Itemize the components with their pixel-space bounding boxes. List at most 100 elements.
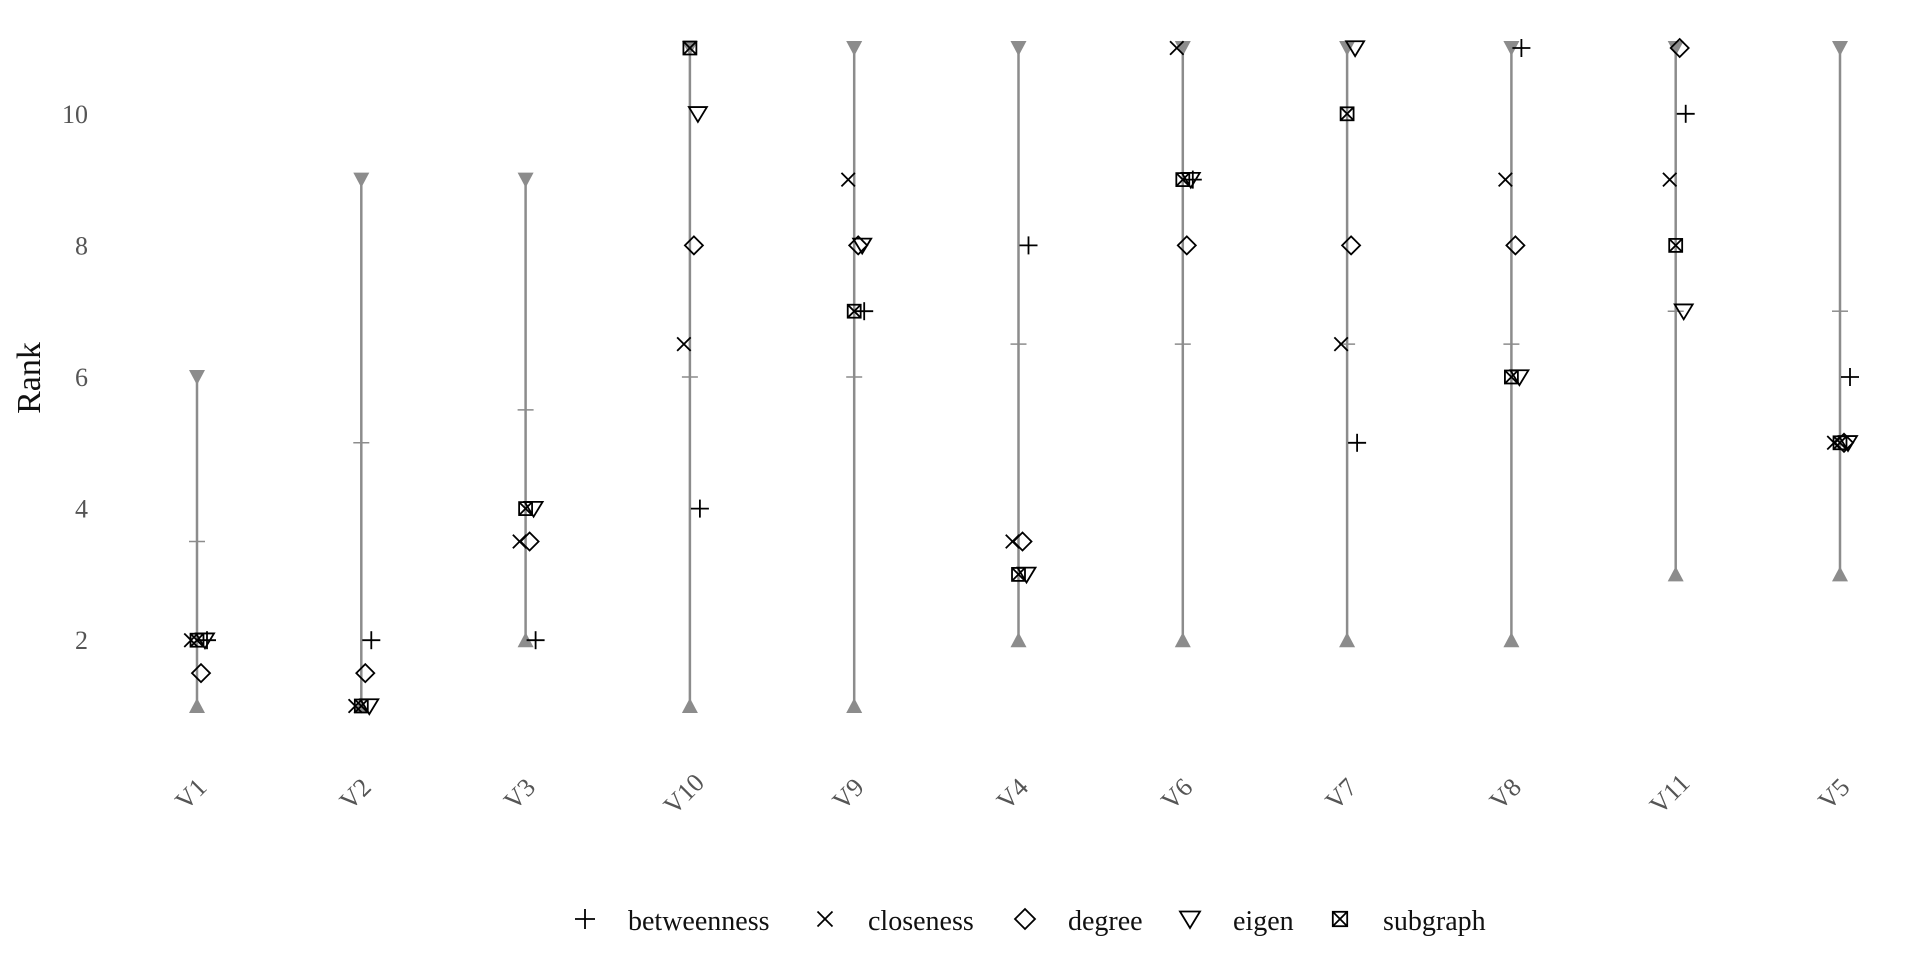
triangle-shape: [358, 698, 380, 716]
eigen-point: [851, 237, 873, 256]
degree-point: [1176, 235, 1198, 256]
box-cross-b: [1332, 911, 1348, 927]
degree-point: [1340, 235, 1362, 256]
cross-b: [1333, 336, 1349, 352]
cross-b: [1498, 172, 1513, 187]
cross-b: [1169, 40, 1185, 56]
legend-item-closeness: closeness: [816, 906, 974, 937]
subgraph-point: [1175, 172, 1191, 187]
eigen-point: [1837, 435, 1859, 453]
box-shape: [1331, 910, 1349, 928]
eigen-point: [523, 500, 545, 519]
diamond-shape: [1340, 235, 1362, 256]
betweenness-point: [1512, 39, 1531, 57]
series-closeness: [183, 40, 1842, 714]
y-axis-title: Rank: [11, 342, 48, 414]
betweenness-point: [362, 631, 381, 650]
closeness-point: [676, 336, 692, 352]
degree-point: [683, 235, 705, 256]
series-eigen: [194, 40, 1859, 716]
box-cross-b: [354, 698, 369, 714]
diamond-shape: [1505, 235, 1526, 256]
legend-betweenness-symbol: [575, 909, 595, 929]
box-cross-b: [847, 304, 862, 319]
closeness-point: [840, 172, 856, 187]
cross-b: [840, 172, 856, 187]
x-tick-label: V2: [334, 773, 377, 816]
box-cross-b: [682, 40, 698, 56]
range-v1: [189, 370, 205, 713]
triangle-shape: [1180, 171, 1202, 190]
subgraph-point: [1832, 435, 1848, 451]
y-tick-label: 4: [75, 495, 88, 524]
subgraph-point: [1668, 238, 1684, 253]
subgraph-point: [518, 501, 533, 516]
box-cross-b: [1504, 369, 1519, 385]
range-min-marker: [189, 698, 205, 713]
betweenness-point: [1841, 368, 1859, 386]
box-shape: [1832, 435, 1848, 451]
x-tick-label: V7: [1320, 773, 1363, 816]
series-betweenness: [198, 39, 1859, 650]
betweenness-point: [690, 499, 709, 518]
box-shape: [1668, 238, 1684, 253]
eigen-point: [687, 106, 709, 124]
legend-label: closeness: [868, 906, 974, 937]
range-min-marker: [1832, 566, 1848, 582]
box-cross-b: [518, 501, 533, 516]
range-max-marker: [517, 172, 534, 188]
box-shape: [518, 501, 533, 516]
legend-item-subgraph: subgraph: [1331, 906, 1486, 937]
subgraph-point: [846, 303, 862, 319]
box-shape: [1011, 567, 1026, 582]
triangle-shape: [1015, 566, 1038, 585]
range-min-marker: [1174, 632, 1191, 648]
range-v2: [353, 172, 370, 713]
x-tick-label: V10: [658, 768, 710, 820]
degree-point: [519, 531, 540, 552]
cross-b: [676, 336, 692, 352]
box-cross-b: [1175, 172, 1190, 187]
x-tick-label: V8: [1484, 773, 1527, 816]
subgraph-point: [1339, 106, 1355, 122]
cross-b: [1662, 172, 1678, 187]
range-max-marker: [1503, 41, 1520, 56]
legend-label: betweenness: [628, 906, 770, 937]
range-v7: [1339, 41, 1356, 648]
box-shape: [1504, 369, 1519, 385]
triangle-shape: [1508, 369, 1530, 387]
betweenness-point: [526, 631, 545, 650]
box-cross-b: [189, 633, 205, 648]
betweenness-point: [1019, 236, 1038, 255]
closeness-point: [1169, 40, 1185, 56]
range-max-marker: [1339, 41, 1356, 56]
diamond-shape: [519, 531, 540, 552]
closeness-point: [1662, 172, 1678, 187]
triangle-shape: [1344, 40, 1366, 58]
x-tick-label: V9: [827, 773, 870, 816]
eigen-point: [1508, 369, 1530, 387]
y-tick-label: 6: [75, 363, 88, 392]
triangle-shape: [523, 500, 545, 519]
series-degree: [190, 37, 1855, 684]
legend-item-degree: degree: [1013, 906, 1143, 937]
diamond-shape: [1012, 531, 1033, 552]
box-cross-b: [1668, 238, 1683, 253]
box-shape: [1339, 106, 1355, 122]
x-tick-label: V11: [1644, 768, 1695, 819]
range-max-marker: [1010, 41, 1027, 56]
box-cross-b: [1832, 435, 1848, 450]
legend-eigen-symbol: [1178, 910, 1202, 930]
diamond-shape: [1013, 907, 1037, 931]
closeness-point: [1333, 336, 1349, 352]
triangle-shape: [1178, 910, 1202, 930]
range-v6: [1174, 41, 1191, 648]
betweenness-point: [1676, 104, 1695, 123]
range-v11: [1667, 41, 1684, 582]
diamond-shape: [847, 235, 869, 256]
y-tick-label: 8: [75, 231, 88, 260]
subgraph-point: [1011, 567, 1026, 582]
subgraph-point: [189, 632, 205, 648]
